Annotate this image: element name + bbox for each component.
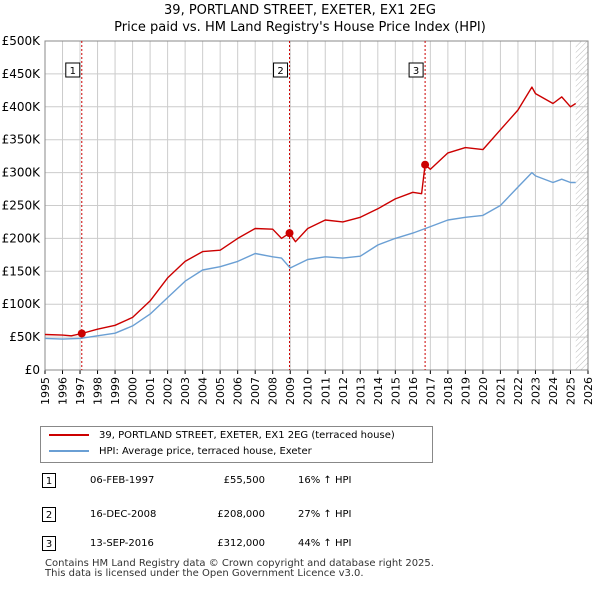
x-tick-label: 2018 [442,377,455,405]
sale-date: 13-SEP-2016 [90,538,154,549]
sale-point [285,229,294,238]
legend-item-property: 39, PORTLAND STREET, EXETER, EX1 2EG (te… [49,428,395,444]
sale-label-box [273,62,289,78]
x-tick-label: 2016 [407,377,420,405]
chart-title: 39, PORTLAND STREET, EXETER, EX1 2EG Pri… [0,2,600,36]
series-line-property [44,86,577,337]
x-tick-label: 2001 [144,377,157,405]
x-tick-label: 2009 [284,377,297,405]
footer: Contains HM Land Registry data © Crown c… [45,559,434,579]
x-tick-label: 2008 [267,377,280,405]
sale-hpi-change: 27% ↑ HPI [298,509,352,520]
sale-label: 1 [70,66,76,77]
sale-hpi-change: 44% ↑ HPI [298,538,352,549]
x-tick-label: 2020 [477,377,490,405]
x-tick-label: 1996 [57,377,70,405]
legend-swatch-hpi [49,450,89,452]
sale-label-box [408,62,424,78]
x-tick-label: 2006 [232,377,245,405]
x-tick-label: 2003 [179,377,192,405]
footer-copyright: Contains HM Land Registry data © Crown c… [45,558,434,569]
sale-label: 3 [413,66,419,77]
x-tick-label: 2007 [249,377,262,405]
sale-price: £208,000 [217,509,265,520]
sale-number-badge: 1 [42,473,56,488]
x-tick-label: 2021 [494,377,507,405]
y-tick-label: £100K [2,297,42,311]
sale-label-box [65,62,81,78]
y-tick-label: £150K [2,264,42,278]
table-row: 3 13-SEP-2016 £312,000 44% ↑ HPI [40,535,460,553]
series-line-hpi [44,171,576,340]
x-tick-label: 2015 [389,377,402,405]
x-tick-label: 1998 [92,377,105,405]
price-chart: £0 £50K £100K £150K £200K £250K £300K £350K £400… [2,34,595,405]
plot-border [44,40,589,371]
y-tick-label: £500K [2,34,42,48]
legend: 39, PORTLAND STREET, EXETER, EX1 2EG (te… [40,426,433,463]
x-tick-label: 2012 [337,377,350,405]
y-tick-label: £400K [2,100,42,114]
sale-date: 16-DEC-2008 [90,509,157,520]
sale-price: £312,000 [217,538,265,549]
sale-number-badge: 2 [42,507,56,522]
table-row: 2 16-DEC-2008 £208,000 27% ↑ HPI [40,506,460,524]
y-tick-label: £50K [9,330,41,344]
sale-date: 06-FEB-1997 [90,475,155,486]
y-tick-label: £0 [25,363,40,377]
legend-swatch-property [49,434,89,436]
x-tick-label: 2005 [214,377,227,405]
table-row: 1 06-FEB-1997 £55,500 16% ↑ HPI [40,472,460,490]
x-tick-label: 2011 [319,377,332,405]
x-tick-label: 2014 [372,377,385,405]
x-tick-label: 2004 [197,377,210,405]
x-tick-label: 2019 [459,377,472,405]
y-tick-label: £350K [2,133,42,147]
x-tick-label: 2025 [564,377,577,405]
sale-number-badge: 3 [42,536,56,551]
y-tick-label: £200K [2,231,42,245]
sale-point [77,329,86,338]
x-tick-label: 2010 [302,377,315,405]
legend-item-hpi: HPI: Average price, terraced house, Exet… [49,444,312,460]
chart-title-line2: Price paid vs. HM Land Registry's House … [114,20,486,35]
chart-title-line1: 39, PORTLAND STREET, EXETER, EX1 2EG [164,3,436,18]
x-tick-label: 1997 [74,377,87,405]
y-tick-label: £300K [2,166,42,180]
legend-label-hpi: HPI: Average price, terraced house, Exet… [99,446,312,457]
x-tick-label: 1999 [109,377,122,405]
x-tick-label: 2017 [424,377,437,405]
x-tick-label: 2022 [512,377,525,405]
sale-hpi-change: 16% ↑ HPI [298,475,352,486]
y-tick-label: £250K [2,199,42,213]
x-tick-label: 2024 [547,377,560,405]
y-tick-label: £450K [2,67,42,81]
x-tick-label: 2013 [354,377,367,405]
x-tick-label: 2026 [582,377,595,405]
sale-label: 2 [277,66,283,77]
footer-licence: This data is licensed under the Open Gov… [45,568,364,579]
x-tick-label: 2023 [529,377,542,405]
legend-label-property: 39, PORTLAND STREET, EXETER, EX1 2EG (te… [99,430,395,441]
sale-price: £55,500 [223,475,265,486]
x-tick-label: 2002 [162,377,175,405]
x-tick-label: 1995 [39,377,52,405]
x-tick-label: 2000 [127,377,140,405]
sale-point [421,160,430,169]
